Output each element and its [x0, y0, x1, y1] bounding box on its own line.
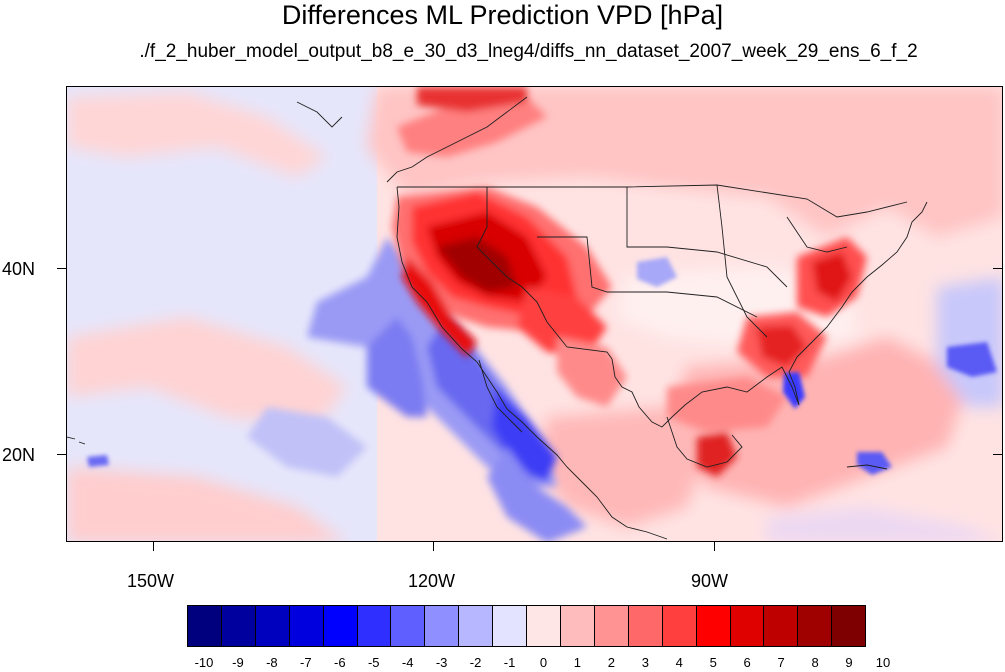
colorbar-label: 2	[607, 655, 615, 670]
y-axis-label-20n: 20N	[2, 445, 36, 465]
colorbar-swatch	[425, 606, 460, 646]
colorbar-swatch	[255, 606, 290, 646]
map-plot-area	[66, 86, 1003, 542]
colorbar-swatch	[594, 606, 629, 646]
field-negative-spots	[87, 257, 997, 475]
colorbar-swatch	[323, 606, 358, 646]
colorbar-label: 9	[845, 655, 853, 670]
colorbar-label: -9	[232, 655, 244, 670]
colorbar-swatch	[628, 606, 663, 646]
colorbar-swatch	[188, 606, 222, 646]
colorbar-label: 3	[641, 655, 649, 670]
colorbar	[187, 605, 866, 647]
colorbar-label: 1	[573, 655, 582, 670]
y-tick-40n-left	[57, 268, 67, 269]
colorbar-swatch	[696, 606, 731, 646]
colorbar-swatch	[560, 606, 595, 646]
colorbar-label: -7	[300, 655, 312, 670]
colorbar-label: 6	[743, 655, 751, 670]
x-axis-label-150w: 150W	[127, 571, 175, 591]
colorbar-swatch	[493, 606, 528, 646]
coastlines	[67, 96, 928, 540]
colorbar-label: -3	[435, 655, 448, 670]
x-tick-150w-bottom	[153, 541, 154, 551]
map-subtitle: ./f_2_huber_model_output_b8_e_30_d3_lneg…	[139, 41, 918, 62]
colorbar-swatch	[357, 606, 392, 646]
colorbar-swatch	[221, 606, 256, 646]
colorbar-swatch	[459, 606, 494, 646]
y-tick-20n-left	[57, 454, 67, 455]
y-tick-40n-right	[993, 268, 1003, 269]
field-negative-pacific	[247, 237, 587, 541]
colorbar-label: -6	[333, 655, 346, 670]
colorbar-swatch	[662, 606, 697, 646]
colorbar-label: 0	[539, 655, 548, 670]
colorbar-label: 7	[777, 655, 785, 670]
colorbar-swatch	[798, 606, 833, 646]
colorbar-label: 10	[875, 655, 891, 670]
colorbar-label: -8	[266, 655, 278, 670]
colorbar-label: 5	[709, 655, 717, 670]
colorbar-swatch	[832, 606, 866, 646]
colorbar-swatch	[289, 606, 324, 646]
colorbar-label: -10	[194, 655, 214, 670]
colorbar-label: -5	[367, 655, 380, 670]
colorbar-swatch	[527, 606, 561, 646]
y-axis-label-40n: 40N	[2, 259, 36, 279]
vpd-difference-field	[67, 87, 1002, 541]
colorbar-swatch	[730, 606, 765, 646]
x-axis-label-90w: 90W	[691, 571, 729, 591]
colorbar-label: 8	[811, 655, 819, 670]
x-tick-90w-bottom	[714, 541, 715, 551]
colorbar-label: 4	[675, 655, 683, 670]
colorbar-label: -4	[401, 655, 414, 670]
x-tick-120w-bottom	[433, 541, 434, 551]
field-positive-east	[667, 237, 867, 477]
colorbar-label: -1	[503, 655, 516, 670]
map-title: Differences ML Prediction VPD [hPa]	[281, 0, 724, 30]
x-axis-label-120w: 120W	[408, 571, 456, 591]
colorbar-swatch	[391, 606, 426, 646]
colorbar-label: -2	[469, 655, 482, 670]
colorbar-swatch	[764, 606, 799, 646]
y-tick-20n-right	[993, 454, 1003, 455]
